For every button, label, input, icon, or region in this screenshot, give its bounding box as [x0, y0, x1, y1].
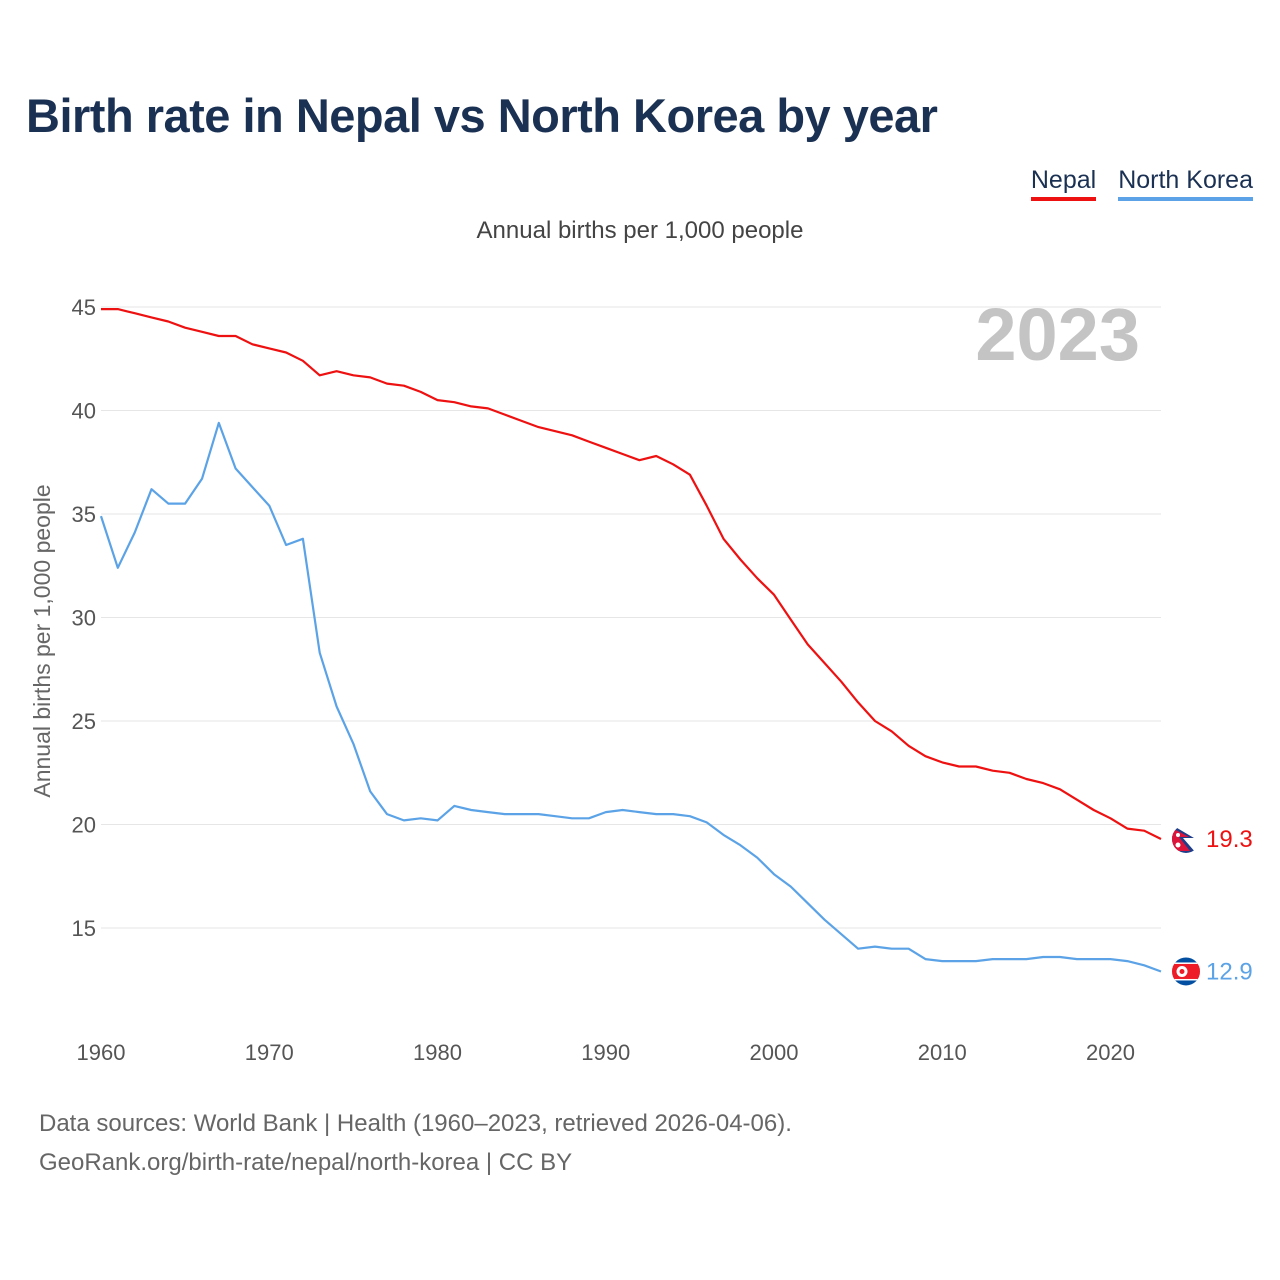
x-tick-label-1970: 1970 — [245, 1040, 294, 1065]
nk-flag-star — [1179, 968, 1185, 974]
gridlines — [101, 306, 1161, 929]
legend-label-nepal: Nepal — [1030, 166, 1097, 194]
y-tick-label-45: 45 — [72, 295, 96, 320]
chart-subtitle: Annual births per 1,000 people — [476, 217, 804, 244]
series-line-north-korea — [99, 421, 1162, 973]
series-line-nepal — [101, 308, 1162, 840]
y-axis-ticks: 15 20 25 30 35 40 45 — [72, 295, 96, 941]
x-tick-label-1980: 1980 — [413, 1040, 462, 1065]
nepal-flag-icon — [1172, 824, 1200, 853]
x-tick-label-2020: 2020 — [1086, 1040, 1135, 1065]
x-tick-label-2010: 2010 — [918, 1040, 967, 1065]
north-korea-flag-icon — [1172, 957, 1200, 986]
end-labels: 19.3 12.9 — [1206, 826, 1253, 985]
y-axis-label: Annual births per 1,000 people — [29, 484, 55, 797]
y-tick-label-35: 35 — [72, 502, 96, 527]
y-tick-label-25: 25 — [72, 709, 96, 734]
data-source-text: Data sources: World Bank | Health (1960–… — [39, 1110, 792, 1137]
legend: Nepal North Korea — [1030, 166, 1253, 201]
nepal-flag-moon — [1176, 832, 1180, 837]
legend-item-north-korea[interactable]: North Korea — [1118, 166, 1253, 201]
legend-swatch-nepal — [1030, 197, 1097, 201]
y-tick-label-30: 30 — [72, 606, 96, 631]
year-watermark: 2023 — [975, 293, 1140, 376]
legend-item-nepal[interactable]: Nepal — [1030, 166, 1097, 201]
legend-label-north-korea: North Korea — [1118, 166, 1253, 194]
y-tick-label-40: 40 — [72, 399, 96, 424]
y-tick-label-15: 15 — [72, 916, 96, 941]
x-tick-label-1960: 1960 — [77, 1040, 126, 1065]
x-axis-ticks: 1960 1970 1980 1990 2000 2010 2020 — [77, 1040, 1135, 1065]
series-lines — [99, 308, 1162, 973]
nepal-flag-body — [1172, 824, 1200, 853]
nepal-flag-sun — [1175, 842, 1181, 848]
legend-swatch-north-korea — [1118, 197, 1253, 201]
chart-title: Birth rate in Nepal vs North Korea by ye… — [26, 89, 938, 142]
footer: Data sources: World Bank | Health (1960–… — [39, 1104, 792, 1182]
y-tick-label-20: 20 — [72, 813, 96, 838]
source-url-text: GeoRank.org/birth-rate/nepal/north-korea… — [39, 1149, 573, 1176]
x-tick-label-1990: 1990 — [581, 1040, 630, 1065]
end-label-north-korea: 12.9 — [1206, 958, 1253, 985]
nk-flag-body — [1172, 957, 1200, 986]
end-label-nepal: 19.3 — [1206, 826, 1253, 853]
x-tick-label-2000: 2000 — [750, 1040, 799, 1065]
